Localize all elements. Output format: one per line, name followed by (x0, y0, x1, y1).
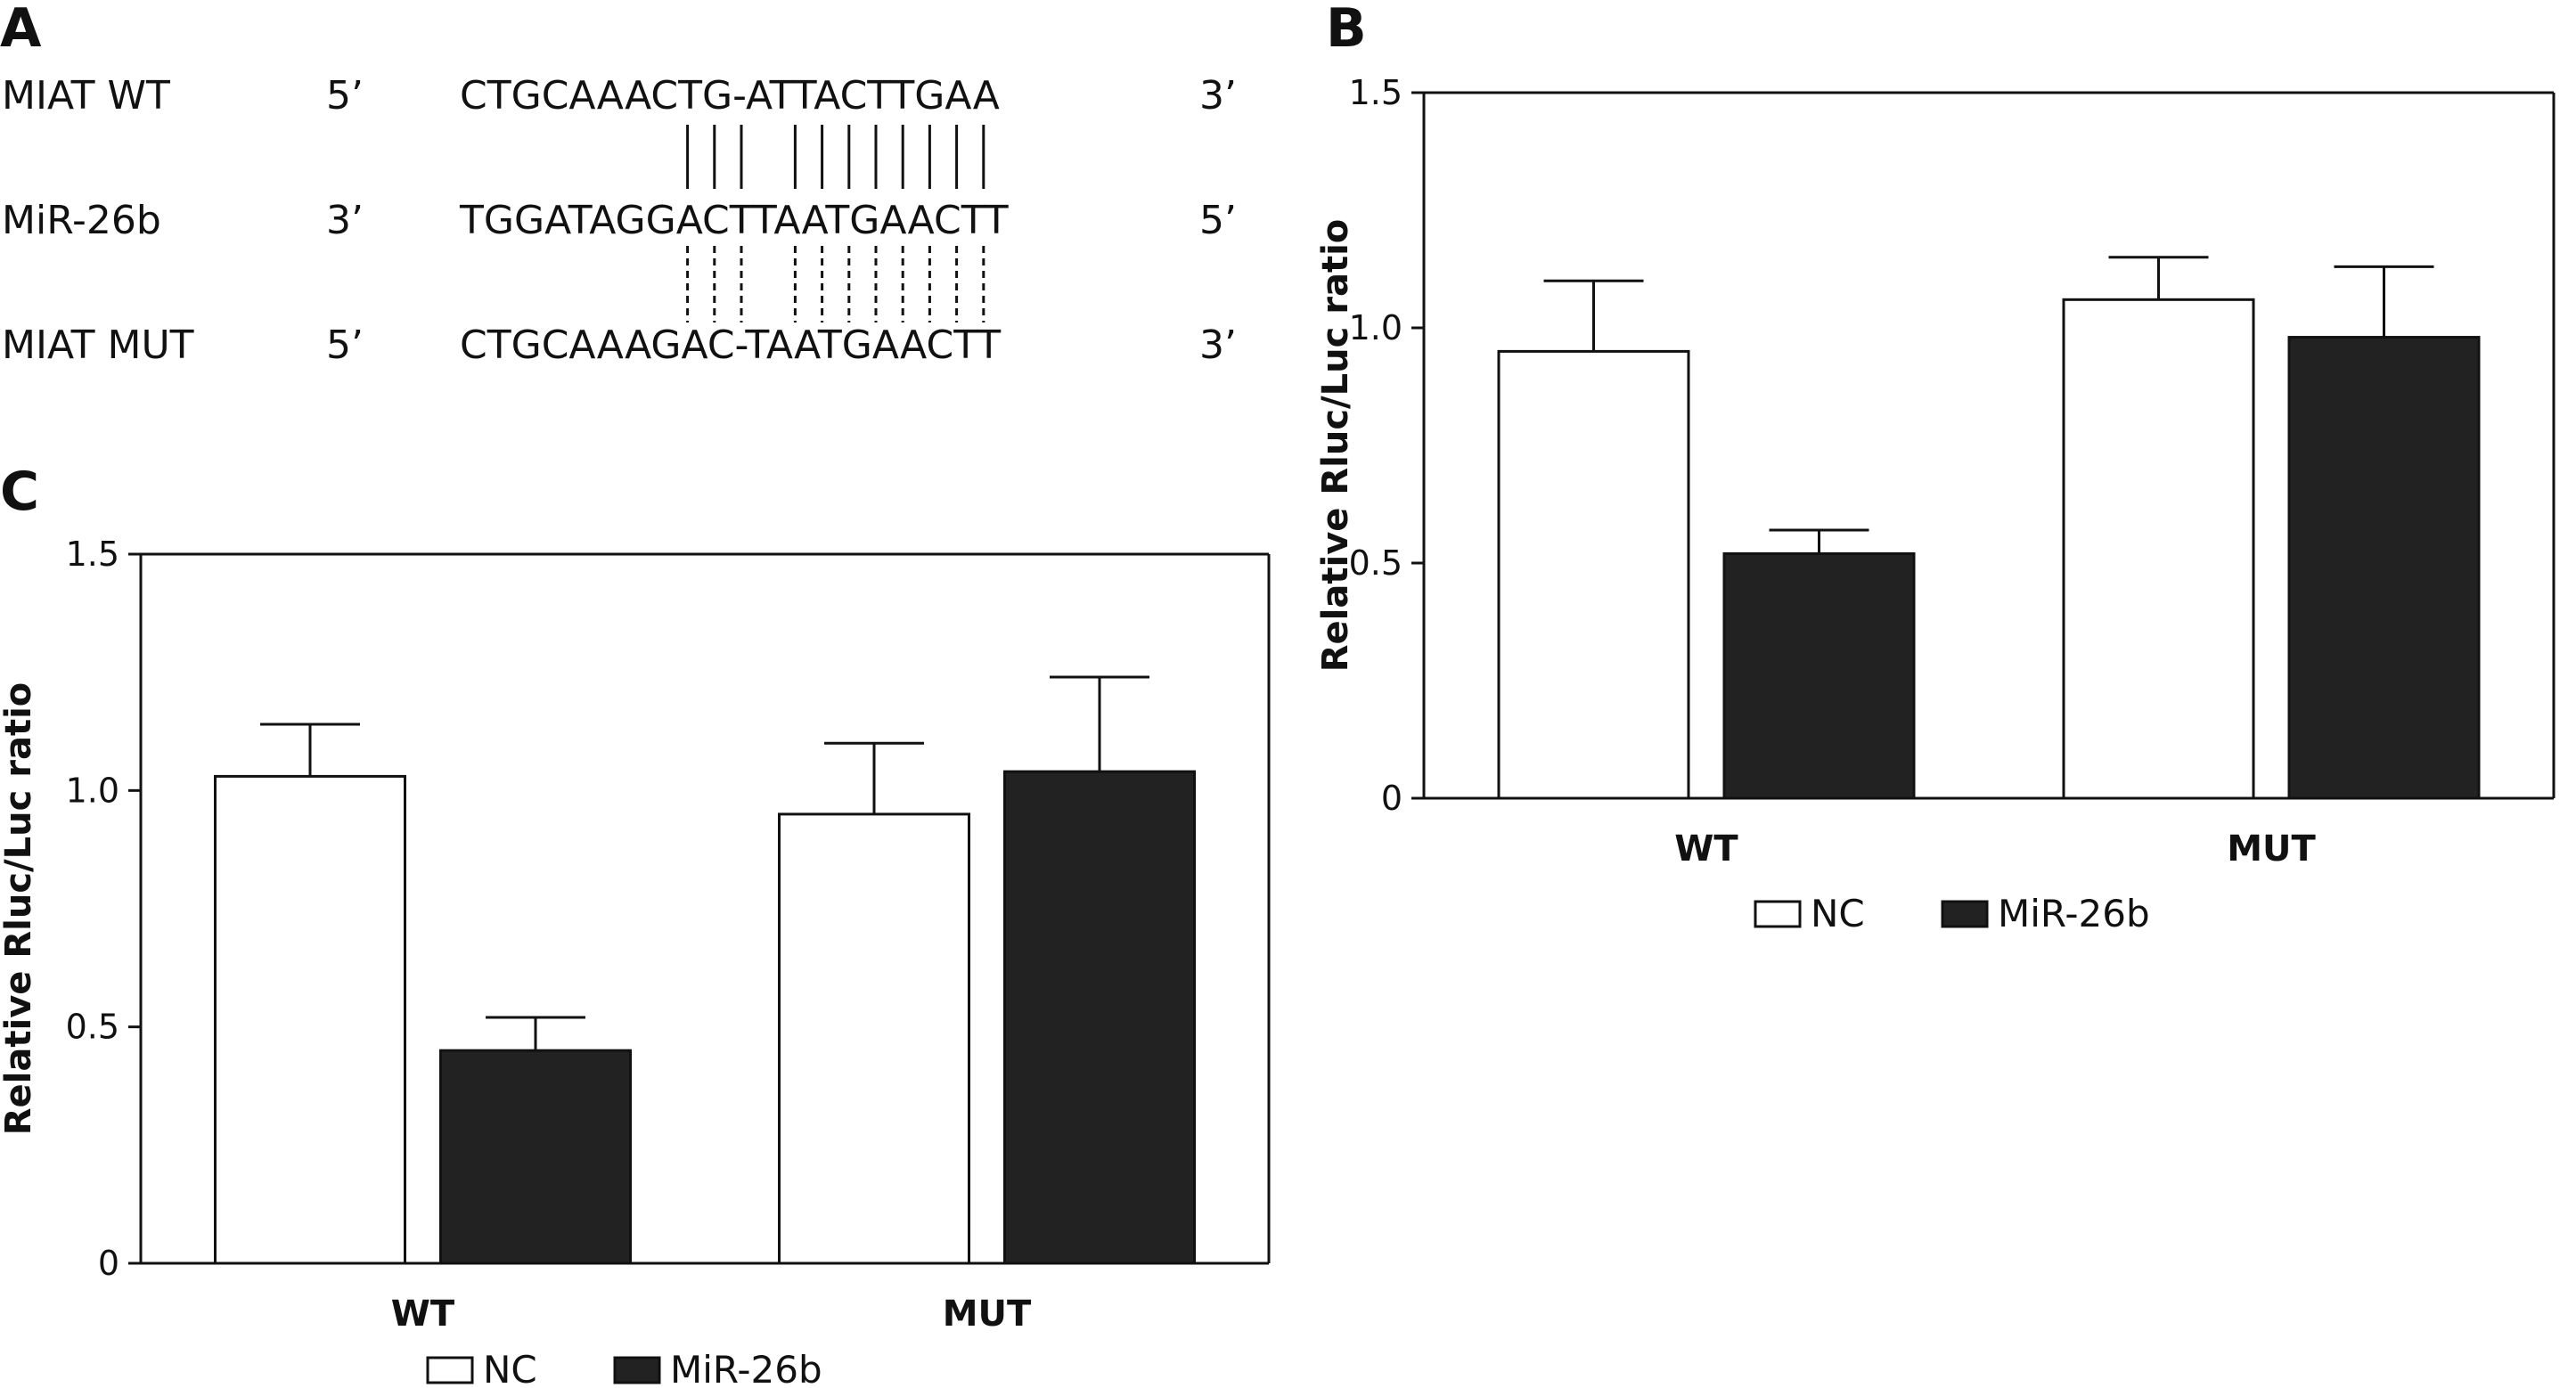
x-category-label: WT (391, 1294, 455, 1335)
y-axis-label: Relative Rluc/Luc ratio (0, 682, 39, 1136)
panel-letter-b: B (1326, 0, 1367, 60)
bar-nc-wt (1497, 349, 1690, 800)
y-tick-label: 1.0 (66, 771, 119, 810)
panel-letter-c: C (0, 461, 39, 523)
bar-nc-mut (2062, 298, 2255, 800)
sequence-string: CTGCAAAGAC-TAATGAACTT (460, 323, 1001, 368)
sequence-string: TGGATAGGACTTAATGAACTT (459, 198, 1009, 243)
bar-mir-26b-wt (439, 1049, 632, 1265)
x-category-label: MUT (943, 1294, 1032, 1335)
bar-mir-26b-wt (1722, 551, 1916, 800)
y-axis-label: Relative Rluc/Luc ratio (1315, 219, 1356, 673)
bar-mir-26b-mut (1003, 770, 1196, 1265)
sequence-right-end: 3’ (1199, 73, 1237, 118)
panel-a-sequence-alignment: A MIAT WT 5’ CTGCAAACTG-ATTACTTGAA 3’ MiR-26… (0, 0, 1237, 368)
legend-label: NC (483, 1348, 537, 1388)
y-tick-label: 0.5 (1349, 543, 1402, 583)
bar-nc-wt (214, 774, 406, 1265)
sequence-row-name: MiR-26b (2, 198, 161, 243)
y-tick-label: 1.5 (66, 535, 119, 574)
sequence-left-end: 5’ (326, 323, 364, 368)
legend-swatch (426, 1356, 474, 1384)
sequence-left-end: 3’ (326, 198, 364, 243)
x-category-label: MUT (2227, 829, 2316, 870)
y-tick-label: 0.5 (66, 1008, 119, 1047)
y-tick-label: 1.0 (1349, 308, 1402, 347)
y-tick-label: 1.5 (1349, 73, 1402, 112)
panel-b-bar-chart: B 0 0.5 1.0 1.5 Relative Rluc/Luc ratio WT MUT… (1315, 0, 2556, 935)
y-tick-label: 0 (98, 1244, 119, 1283)
bar-nc-mut (778, 812, 970, 1265)
bar-mir-26b-mut (2287, 336, 2481, 800)
legend-swatch (1941, 900, 1989, 928)
sequence-row-name: MIAT WT (2, 73, 170, 118)
sequence-left-end: 5’ (326, 73, 364, 118)
panel-letter-a: A (0, 0, 42, 60)
sequence-right-end: 5’ (1199, 198, 1237, 243)
y-tick-label: 0 (1381, 779, 1402, 818)
sequence-row-name: MIAT MUT (2, 323, 194, 368)
legend-label: MiR-26b (670, 1348, 822, 1388)
legend-swatch (1754, 900, 1802, 928)
panel-c-bar-chart: C 0 0.5 1.0 1.5 Relative Rluc/Luc ratio WT MUT… (0, 461, 1271, 1388)
sequence-string: CTGCAAACTG-ATTACTTGAA (460, 73, 1000, 118)
legend-label: NC (1811, 892, 1865, 935)
legend-label: MiR-26b (1998, 892, 2150, 935)
sequence-right-end: 3’ (1199, 323, 1237, 368)
legend-swatch (613, 1356, 661, 1384)
x-category-label: WT (1674, 829, 1738, 870)
